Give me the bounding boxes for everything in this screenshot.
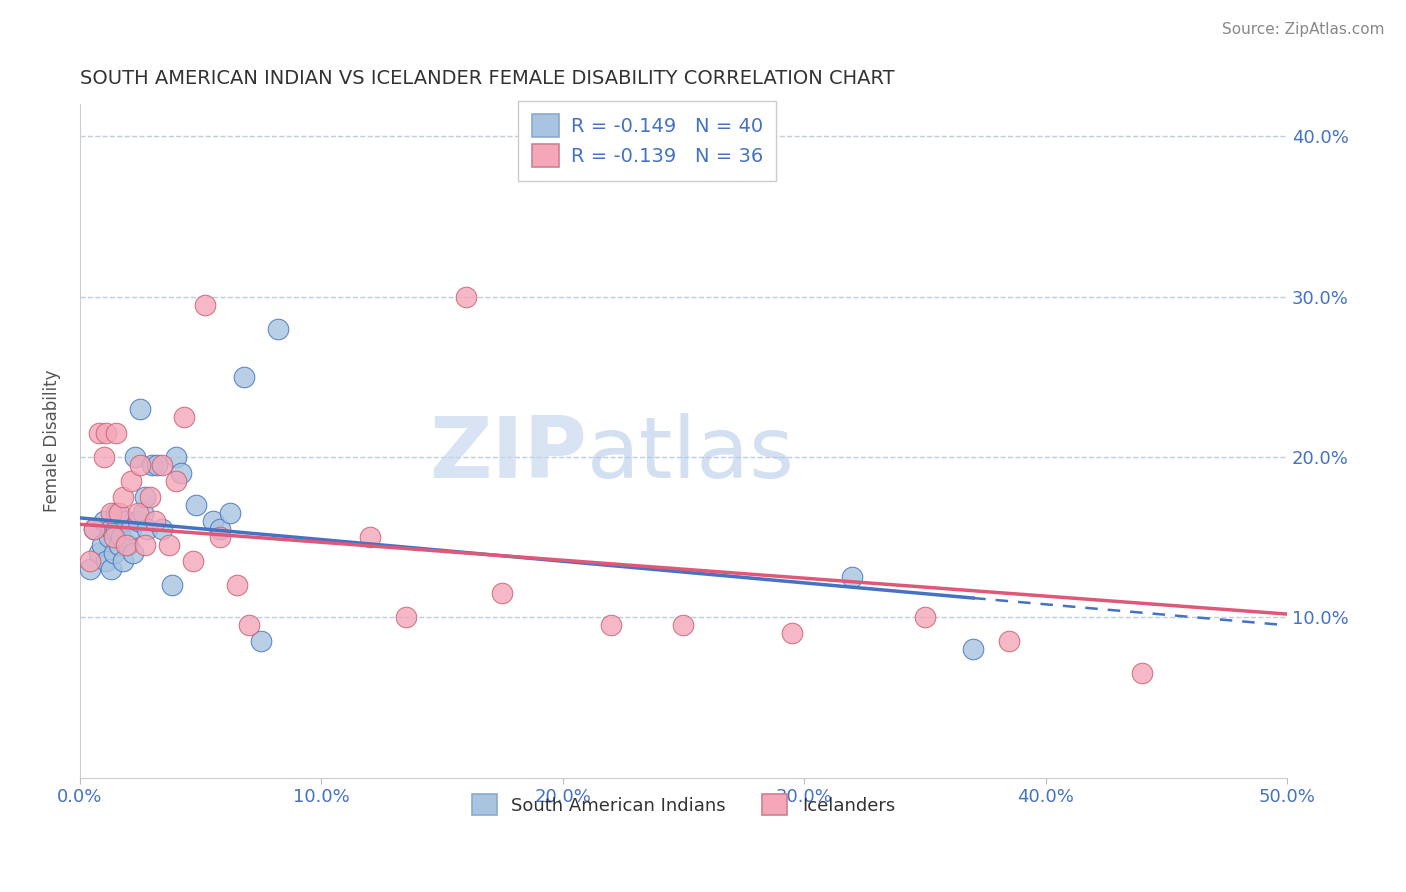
Point (122, 546, 145, 560)
Point (112, 554, 135, 568)
Point (100, 522, 122, 536)
Point (170, 466, 193, 480)
Text: SOUTH AMERICAN INDIAN VS ICELANDER FEMALE DISABILITY CORRELATION CHART: SOUTH AMERICAN INDIAN VS ICELANDER FEMAL… (80, 69, 894, 87)
Legend: South American Indians, Icelanders: South American Indians, Icelanders (464, 787, 903, 822)
Point (120, 522, 142, 536)
Point (129, 401, 152, 416)
Point (96, 554, 118, 568)
Point (103, 546, 125, 560)
Point (225, 578, 247, 592)
Point (780, 626, 803, 640)
Point (100, 562, 122, 576)
Point (96, 425, 118, 440)
Point (79, 562, 101, 576)
Point (103, 530, 125, 544)
Point (83, 522, 105, 536)
Point (150, 458, 173, 472)
Point (89, 425, 111, 440)
Point (456, 290, 478, 304)
Point (841, 570, 863, 584)
Point (143, 514, 166, 528)
Point (90, 538, 112, 552)
Point (93, 514, 115, 528)
Point (165, 450, 187, 464)
Point (105, 425, 128, 440)
Point (124, 450, 146, 464)
Point (141, 458, 163, 472)
Point (112, 490, 135, 504)
Point (107, 506, 129, 520)
Point (201, 514, 224, 528)
Point (395, 610, 418, 624)
Text: Source: ZipAtlas.com: Source: ZipAtlas.com (1222, 22, 1385, 37)
Point (114, 538, 136, 552)
Point (97, 530, 120, 544)
Point (218, 506, 240, 520)
Point (600, 618, 623, 632)
Point (83, 522, 105, 536)
Point (183, 554, 205, 568)
Point (150, 522, 173, 536)
Point (233, 369, 256, 384)
Point (173, 409, 195, 424)
Point (1130, 666, 1153, 681)
Point (165, 474, 187, 488)
Point (146, 458, 169, 472)
Point (93, 450, 115, 464)
Point (672, 618, 695, 632)
Point (114, 514, 136, 528)
Point (359, 530, 381, 544)
Point (136, 522, 159, 536)
Point (129, 458, 152, 472)
Point (267, 322, 290, 336)
Point (131, 506, 153, 520)
Text: atlas: atlas (586, 413, 794, 496)
Point (184, 498, 207, 512)
Point (120, 474, 142, 488)
Point (105, 506, 128, 520)
Point (160, 578, 183, 592)
Point (962, 642, 984, 657)
Point (250, 634, 273, 648)
Point (117, 538, 139, 552)
Point (110, 530, 132, 544)
Point (79, 554, 101, 568)
Point (107, 538, 129, 552)
Point (914, 610, 936, 624)
Point (998, 634, 1021, 648)
Point (134, 490, 156, 504)
Point (139, 490, 162, 504)
Point (238, 618, 260, 632)
Point (105, 522, 128, 536)
Point (208, 530, 231, 544)
Point (491, 586, 513, 600)
Text: ZIP: ZIP (429, 413, 586, 496)
Point (134, 538, 156, 552)
Point (89, 546, 111, 560)
Y-axis label: Female Disability: Female Disability (44, 369, 60, 512)
Point (208, 522, 231, 536)
Point (127, 514, 149, 528)
Point (100, 506, 122, 520)
Point (127, 506, 149, 520)
Point (194, 298, 217, 312)
Point (157, 538, 180, 552)
